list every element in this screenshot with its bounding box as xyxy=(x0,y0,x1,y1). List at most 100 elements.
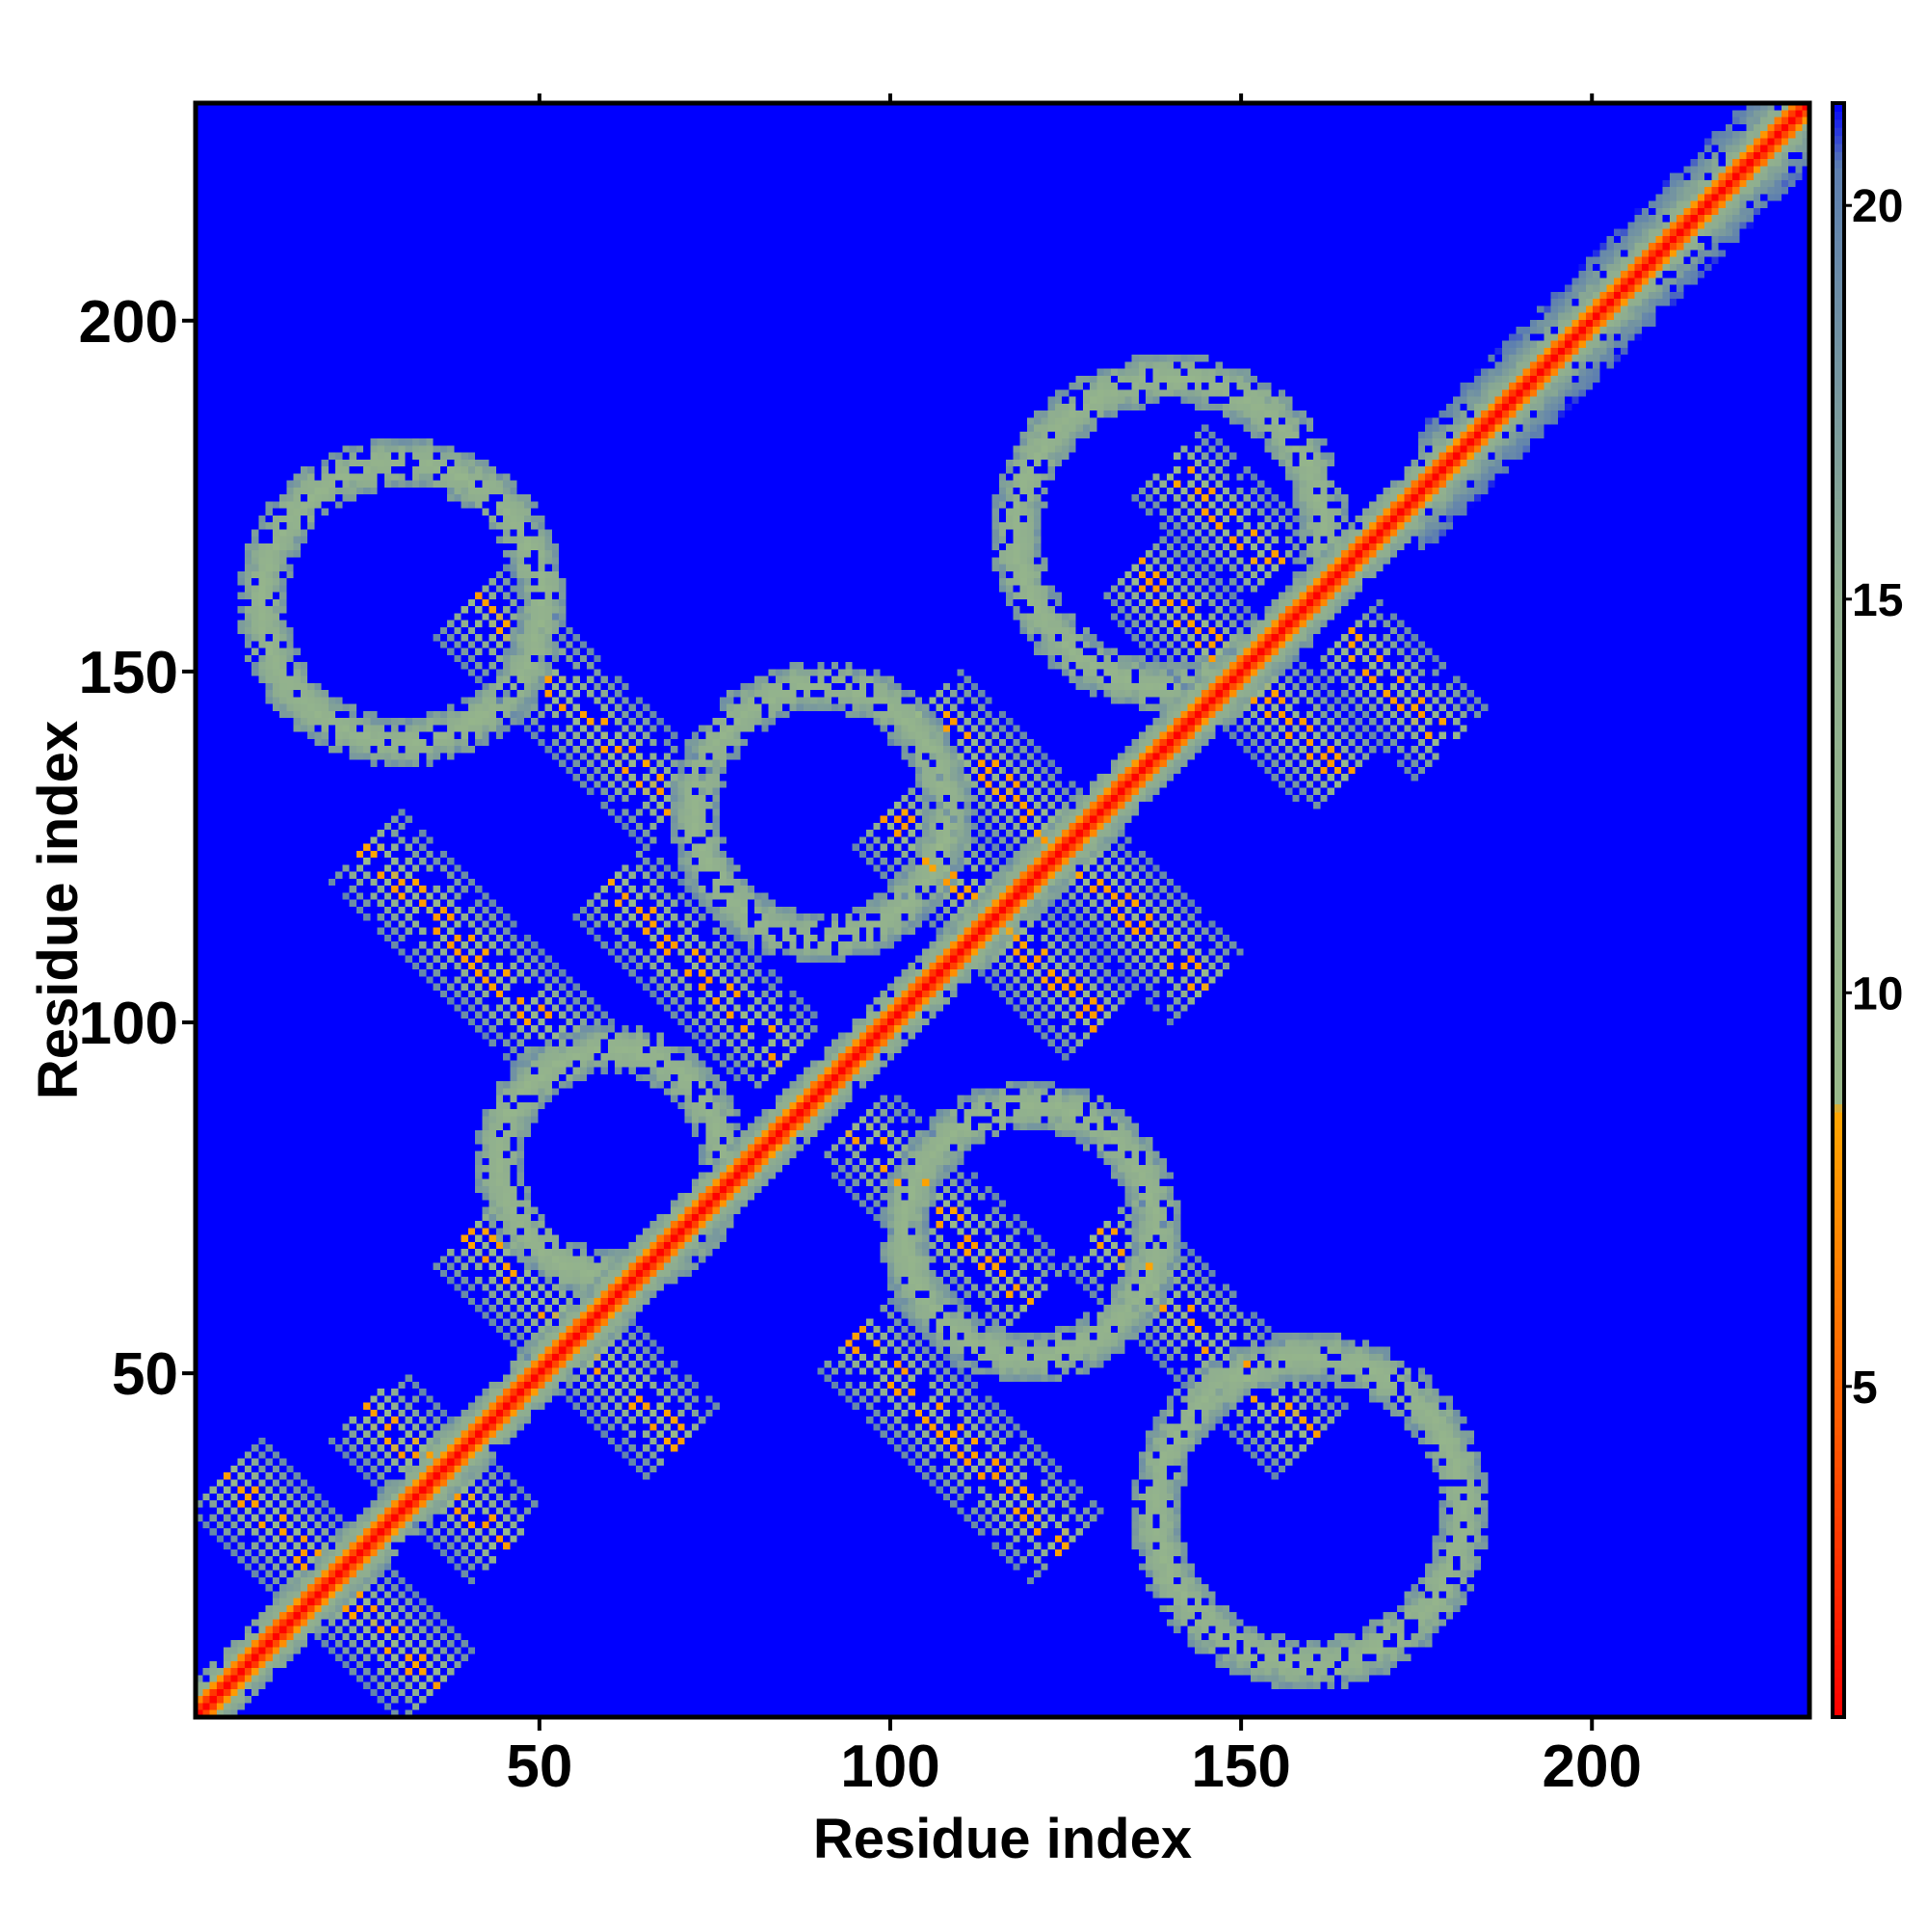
x-tick-label: 50 xyxy=(506,1734,572,1800)
colorbar-segment xyxy=(1833,1572,1844,1581)
colorbar-segment xyxy=(1833,708,1844,718)
colorbar-segment xyxy=(1833,1039,1844,1048)
colorbar-segment xyxy=(1833,644,1844,653)
x-tick-label: 200 xyxy=(1543,1734,1642,1800)
colorbar-segment xyxy=(1833,1201,1844,1209)
colorbar-segment xyxy=(1833,522,1844,532)
colorbar-segment xyxy=(1833,216,1844,225)
colorbar-segment xyxy=(1833,361,1844,370)
colorbar-segment xyxy=(1833,498,1844,508)
colorbar-segment xyxy=(1833,1208,1844,1218)
colorbar-segment xyxy=(1833,401,1844,410)
colorbar-segment xyxy=(1833,1345,1844,1355)
colorbar-segment xyxy=(1833,111,1844,120)
colorbar-segment xyxy=(1833,982,1844,992)
colorbar-segment xyxy=(1833,1176,1844,1185)
colorbar-segment xyxy=(1833,1321,1844,1331)
y-tick-label: 100 xyxy=(79,991,178,1057)
colorbar-tick-label: 5 xyxy=(1852,1363,1878,1414)
colorbar-segment xyxy=(1833,869,1844,879)
colorbar-segment xyxy=(1833,724,1844,733)
colorbar-segment xyxy=(1833,143,1844,152)
colorbar-segment xyxy=(1833,1491,1844,1500)
colorbar-segment xyxy=(1833,740,1844,750)
colorbar-segment xyxy=(1833,845,1844,855)
x-tick-label: 150 xyxy=(1191,1734,1290,1800)
colorbar-segment xyxy=(1833,426,1844,435)
colorbar-segment xyxy=(1833,369,1844,379)
colorbar-segment xyxy=(1833,805,1844,814)
colorbar-segment xyxy=(1833,490,1844,499)
colorbar-segment xyxy=(1833,288,1844,298)
colorbar-segment xyxy=(1833,958,1844,967)
colorbar-segment xyxy=(1833,1692,1844,1702)
colorbar-segment xyxy=(1833,1354,1844,1363)
colorbar-segment xyxy=(1833,1249,1844,1258)
colorbar-segment xyxy=(1833,659,1844,669)
colorbar-segment xyxy=(1833,1313,1844,1323)
plot-frame xyxy=(193,100,1812,1720)
colorbar-segment xyxy=(1833,934,1844,943)
y-tick-label: 50 xyxy=(112,1341,178,1408)
colorbar-segment xyxy=(1833,1015,1844,1024)
x-axis-title: Residue index xyxy=(813,1808,1192,1870)
colorbar-segment xyxy=(1833,926,1844,936)
colorbar-segment xyxy=(1833,1474,1844,1484)
colorbar-segment xyxy=(1833,1563,1844,1573)
colorbar-segment xyxy=(1833,1684,1844,1694)
colorbar-segment xyxy=(1833,1539,1844,1548)
colorbar-segment xyxy=(1833,1184,1844,1194)
x-tick-label: 100 xyxy=(840,1734,939,1800)
colorbar-segment xyxy=(1833,1362,1844,1371)
colorbar-segment xyxy=(1833,1410,1844,1419)
colorbar-segment xyxy=(1833,813,1844,822)
colorbar-segment xyxy=(1833,716,1844,726)
colorbar-segment xyxy=(1833,902,1844,912)
colorbar-segment xyxy=(1833,1636,1844,1646)
colorbar-segment xyxy=(1833,1144,1844,1153)
colorbar-segment xyxy=(1833,1402,1844,1412)
colorbar-segment xyxy=(1833,441,1844,451)
colorbar-segment xyxy=(1833,1192,1844,1202)
colorbar-segment xyxy=(1833,1498,1844,1508)
colorbar-segment xyxy=(1833,991,1844,1000)
y-tick-label: 150 xyxy=(79,640,178,706)
colorbar-segment xyxy=(1833,353,1844,362)
colorbar-segment xyxy=(1833,336,1844,346)
colorbar-segment xyxy=(1833,1660,1844,1670)
colorbar-segment xyxy=(1833,1620,1844,1629)
colorbar-segment xyxy=(1833,627,1844,637)
colorbar-segment xyxy=(1833,232,1844,241)
colorbar-segment xyxy=(1833,1297,1844,1307)
colorbar-segment xyxy=(1833,603,1844,613)
colorbar-segment xyxy=(1833,1111,1844,1121)
colorbar-segment xyxy=(1833,570,1844,580)
colorbar-segment xyxy=(1833,434,1844,443)
colorbar-segment xyxy=(1833,950,1844,960)
colorbar-segment xyxy=(1833,797,1844,807)
colorbar-segment xyxy=(1833,1386,1844,1395)
colorbar-segment xyxy=(1833,853,1844,862)
colorbar-segment xyxy=(1833,878,1844,887)
colorbar-segment xyxy=(1833,1612,1844,1622)
colorbar-segment xyxy=(1833,199,1844,209)
colorbar-segment xyxy=(1833,1378,1844,1388)
colorbar-segment xyxy=(1833,393,1844,403)
colorbar-frame xyxy=(1831,101,1846,1719)
colorbar-segment xyxy=(1833,781,1844,790)
colorbar-segment xyxy=(1833,207,1844,217)
colorbar-segment xyxy=(1833,966,1844,976)
colorbar-segment xyxy=(1833,821,1844,831)
heatmap xyxy=(196,103,1809,1717)
colorbar-segment xyxy=(1833,1055,1844,1065)
colorbar-segment xyxy=(1833,1434,1844,1443)
colorbar-segment xyxy=(1833,611,1844,621)
colorbar-segment xyxy=(1833,684,1844,693)
colorbar-segment xyxy=(1833,788,1844,798)
colorbar-segment xyxy=(1833,175,1844,185)
colorbar-segment xyxy=(1833,515,1844,524)
colorbar-segment xyxy=(1833,1644,1844,1654)
colorbar-segment xyxy=(1833,1127,1844,1137)
colorbar-segment xyxy=(1833,675,1844,685)
